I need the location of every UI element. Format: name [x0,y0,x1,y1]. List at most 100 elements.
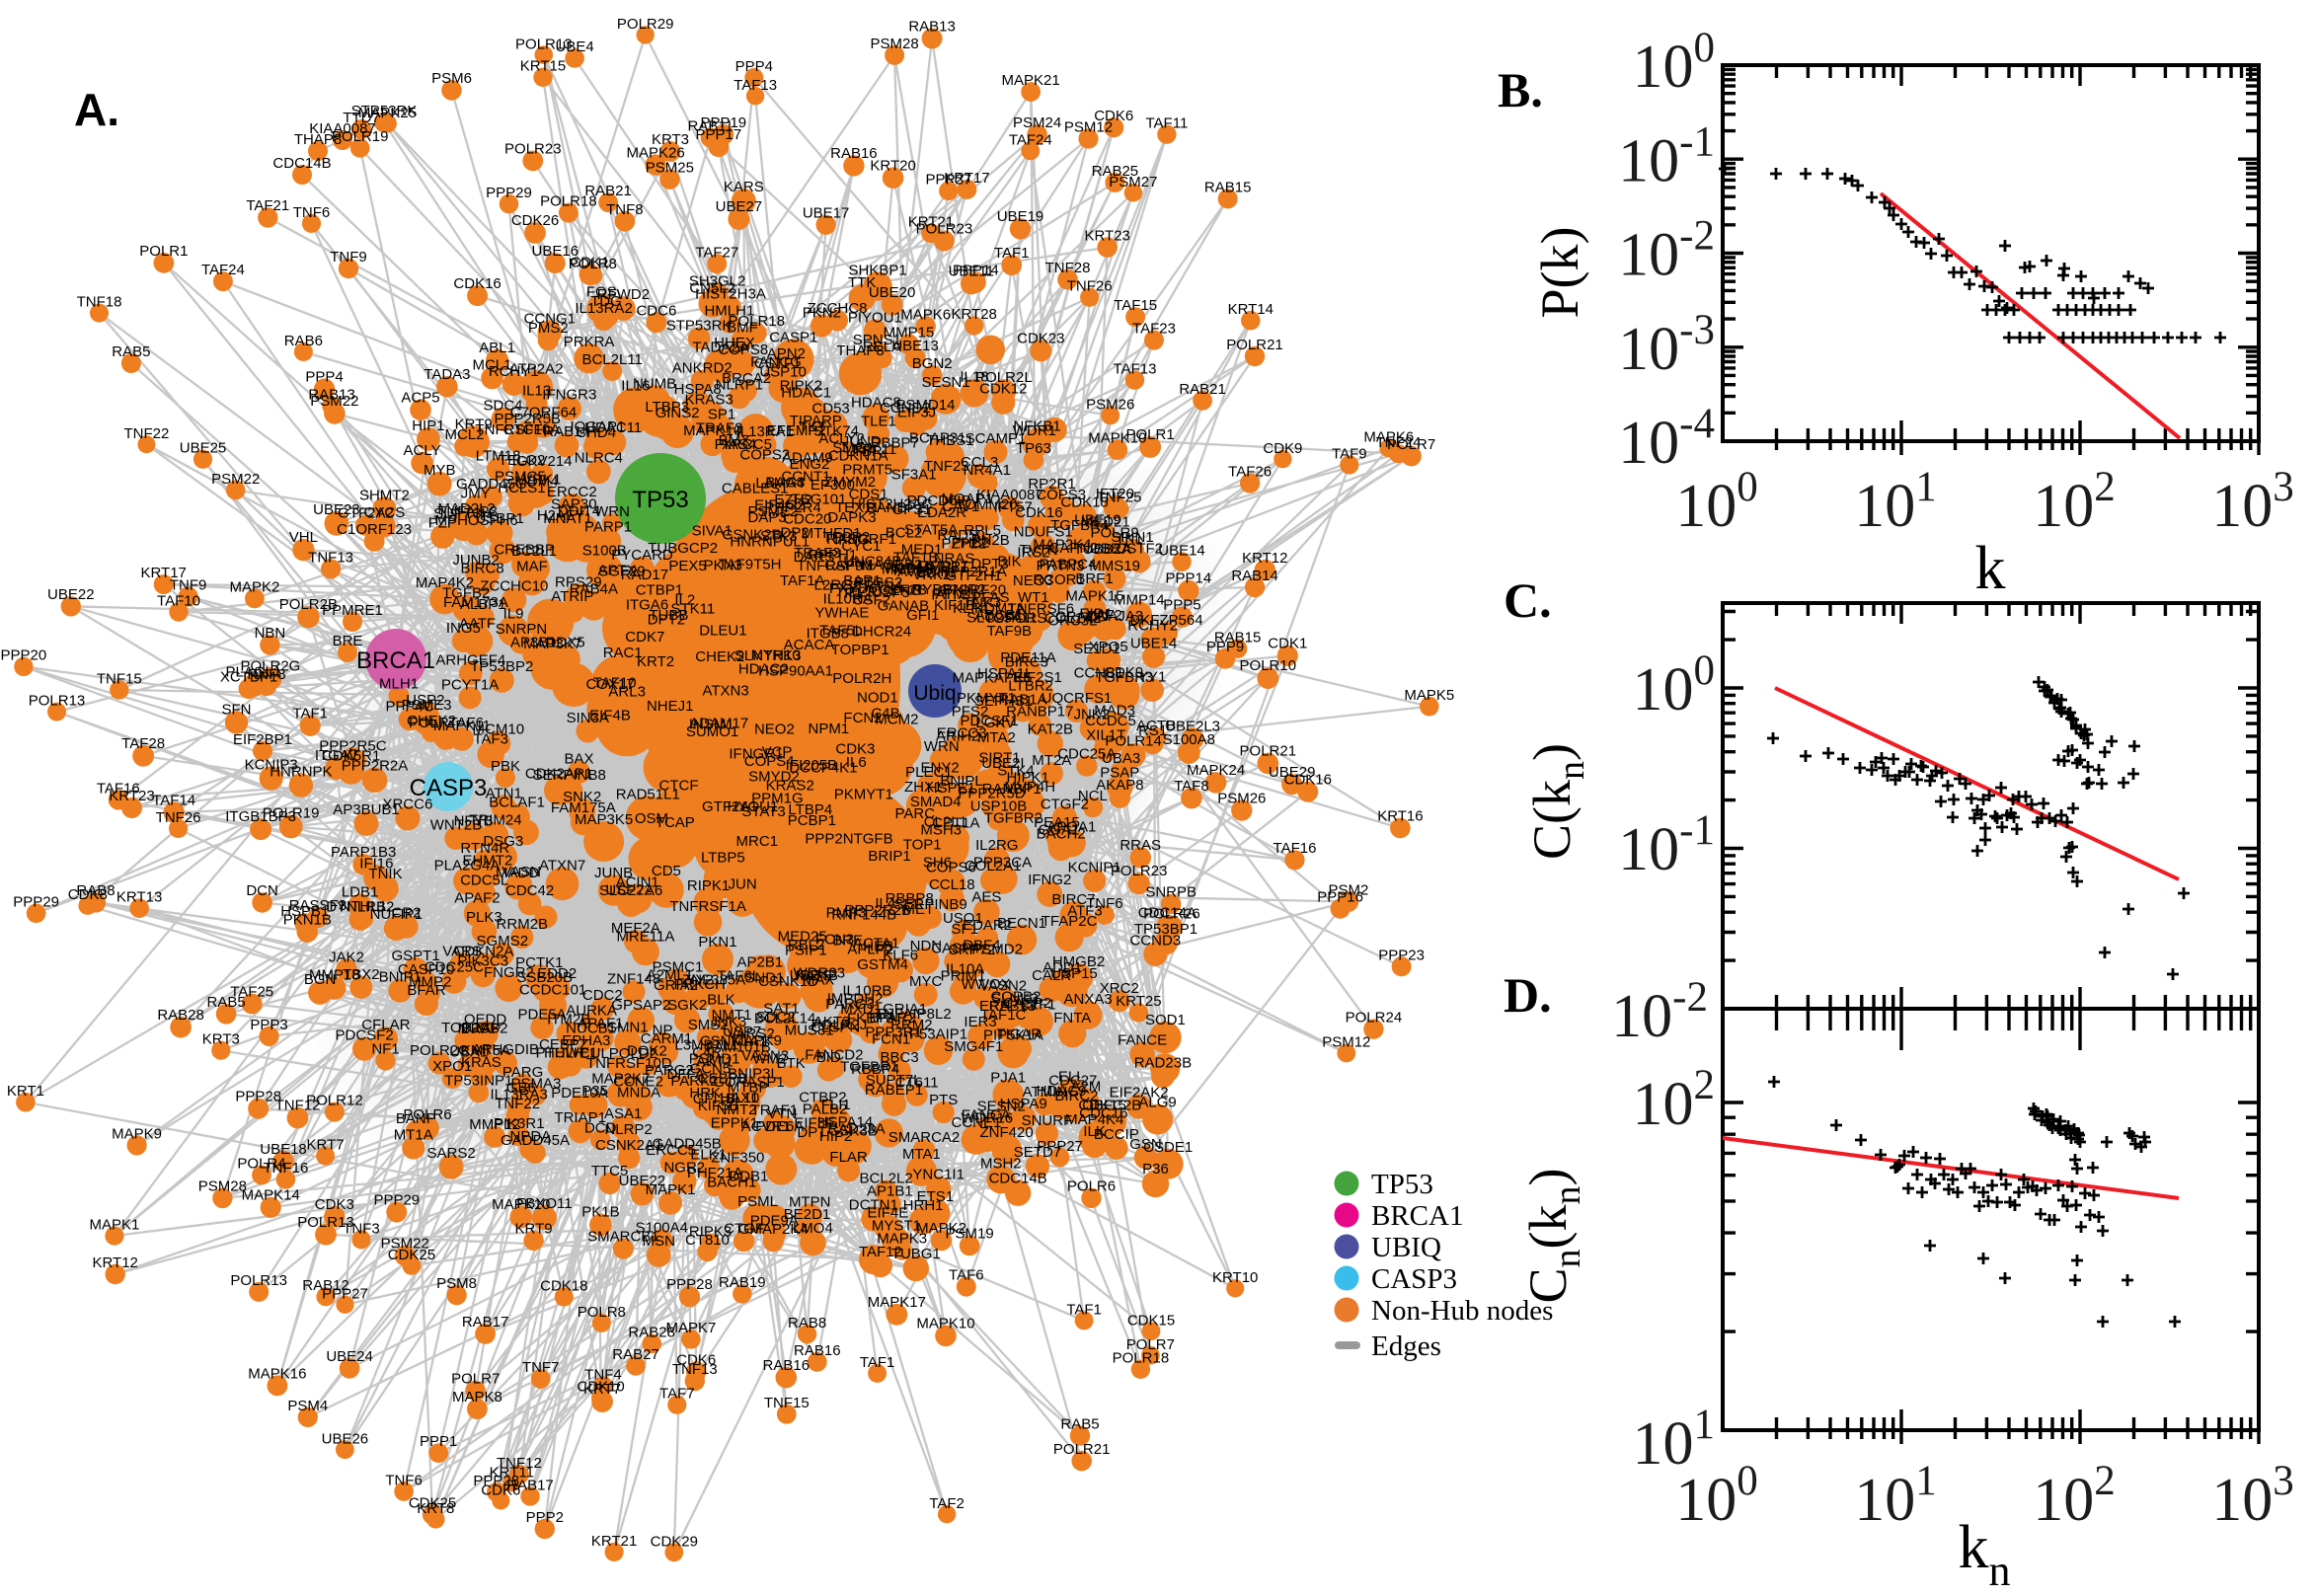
svg-text:BRE: BRE [832,933,863,950]
svg-text:NLRC4: NLRC4 [575,449,623,466]
svg-text:UBE26: UBE26 [322,1430,369,1447]
svg-text:TNF23: TNF23 [924,458,969,475]
svg-text:SERPINB8: SERPINB8 [533,767,606,784]
svg-text:TOPBP1: TOPBP1 [831,642,889,658]
svg-text:MMS19: MMS19 [1089,558,1140,574]
svg-text:MTA2: MTA2 [977,729,1016,746]
svg-text:MTA1: MTA1 [902,1146,941,1163]
svg-text:TLE1: TLE1 [861,413,896,429]
svg-text:CTBP1: CTBP1 [636,581,683,598]
svg-text:TP53: TP53 [1371,1169,1433,1200]
svg-text:PKMYT1: PKMYT1 [834,787,893,803]
svg-text:CDK6: CDK6 [481,1482,520,1498]
svg-text:PDCSF1: PDCSF1 [961,713,1019,729]
svg-text:RAD23B: RAD23B [1134,1055,1192,1072]
svg-text:PSM26: PSM26 [1217,790,1266,806]
svg-text:PIAS4: PIAS4 [715,436,757,453]
svg-text:UBE24: UBE24 [326,1348,373,1365]
svg-text:TAF16: TAF16 [1274,840,1317,857]
svg-text:RAB28: RAB28 [157,1007,204,1024]
svg-text:PPP19: PPP19 [700,114,746,131]
svg-text:RTN4R: RTN4R [460,840,509,857]
svg-text:ATXN3: ATXN3 [702,683,748,700]
svg-text:TP53INP1: TP53INP1 [444,1073,512,1090]
svg-text:PDE9A: PDE9A [750,1213,799,1230]
svg-text:EIF4G2: EIF4G2 [754,497,806,514]
svg-text:TAF15: TAF15 [1114,297,1157,314]
svg-text:KRT2: KRT2 [637,653,674,670]
svg-text:LTBP4: LTBP4 [788,801,832,818]
svg-text:ATRIP: ATRIP [551,588,593,605]
svg-text:MSH2: MSH2 [980,1155,1022,1172]
svg-text:TAF1: TAF1 [292,706,328,722]
svg-text:IL13: IL13 [522,383,551,400]
svg-text:PARG2: PARG2 [645,1062,694,1079]
svg-text:WNT2B: WNT2B [430,817,483,834]
svg-text:UBE20: UBE20 [869,284,916,301]
svg-text:KRT12: KRT12 [1242,550,1287,567]
svg-text:MAPK9: MAPK9 [112,1125,162,1142]
svg-text:CDK26: CDK26 [511,212,559,229]
svg-text:CFLAR: CFLAR [361,1017,410,1033]
svg-text:BNIP1: BNIP1 [379,969,422,986]
svg-text:TAF27: TAF27 [695,244,738,261]
svg-text:PRIM1: PRIM1 [941,968,986,985]
svg-text:ITGA6: ITGA6 [626,596,668,613]
svg-text:KAT5: KAT5 [795,968,830,985]
svg-text:TAF23: TAF23 [1132,321,1176,338]
svg-text:MT1A: MT1A [394,1127,433,1144]
svg-text:UBE27: UBE27 [716,198,763,215]
svg-text:PPP14: PPP14 [1166,570,1212,587]
svg-text:NGR2: NGR2 [663,1160,705,1177]
svg-text:MAPK1: MAPK1 [89,1217,139,1234]
svg-text:POLR21: POLR21 [1226,337,1283,353]
svg-text:FANCE: FANCE [1118,1031,1167,1048]
svg-text:PSMD14: PSMD14 [895,397,955,414]
svg-text:AURKA: AURKA [566,1003,617,1020]
svg-text:H2AFY: H2AFY [537,507,584,524]
svg-text:KRT17: KRT17 [140,565,186,581]
svg-text:TAF9: TAF9 [1332,445,1367,462]
svg-text:RIPK3: RIPK3 [689,1224,732,1241]
svg-text:EID1: EID1 [1080,606,1113,623]
svg-text:SHKBP1: SHKBP1 [848,262,906,278]
svg-text:TAF25: TAF25 [230,984,273,1001]
svg-text:ACLY: ACLY [404,442,441,459]
svg-text:PPP1: PPP1 [420,1433,457,1450]
svg-text:NLRP1: NLRP1 [716,377,763,394]
svg-text:ACVR1: ACVR1 [741,1118,791,1135]
svg-text:IL16: IL16 [621,377,650,394]
svg-text:P36: P36 [1142,1161,1169,1178]
svg-text:FANCA: FANCA [962,1107,1011,1124]
svg-text:FNTA: FNTA [1053,1010,1091,1026]
svg-text:ITGAV: ITGAV [315,747,358,764]
svg-text:ETS1: ETS1 [917,1188,955,1205]
svg-text:MAPK3: MAPK3 [877,1231,927,1248]
svg-text:ALG9: ALG9 [1138,1095,1176,1111]
svg-text:Ubiq: Ubiq [913,682,956,705]
svg-text:NLRP2: NLRP2 [604,1121,652,1138]
svg-text:SMN1: SMN1 [607,1020,649,1036]
svg-text:UBE4: UBE4 [556,38,594,55]
svg-text:DCN: DCN [246,882,278,899]
svg-text:POLR2G: POLR2G [240,657,300,674]
svg-text:STK4: STK4 [997,763,1035,780]
svg-text:PPP29: PPP29 [486,185,532,201]
svg-text:GANAB: GANAB [878,597,930,614]
svg-text:SGK2: SGK2 [667,997,707,1014]
svg-text:MAPK6: MAPK6 [1363,429,1414,446]
svg-text:UQCRFS1: UQCRFS1 [1042,690,1113,707]
svg-text:NP: NP [653,1023,673,1039]
svg-text:HIST2H3A: HIST2H3A [695,286,766,303]
svg-text:RCHY2: RCHY2 [1127,618,1178,635]
svg-text:MCM10: MCM10 [473,722,525,738]
svg-text:RAB21: RAB21 [584,183,632,199]
svg-text:Non-Hub nodes: Non-Hub nodes [1371,1295,1553,1327]
svg-text:k: k [1975,535,2006,602]
svg-text:EP300: EP300 [811,477,855,494]
svg-text:CDK7: CDK7 [625,629,664,646]
svg-text:KRT7: KRT7 [307,1137,345,1154]
svg-text:PCYT1A: PCYT1A [441,676,499,693]
svg-text:TOMM20: TOMM20 [956,496,1017,513]
svg-text:TRAF2: TRAF2 [696,420,743,437]
